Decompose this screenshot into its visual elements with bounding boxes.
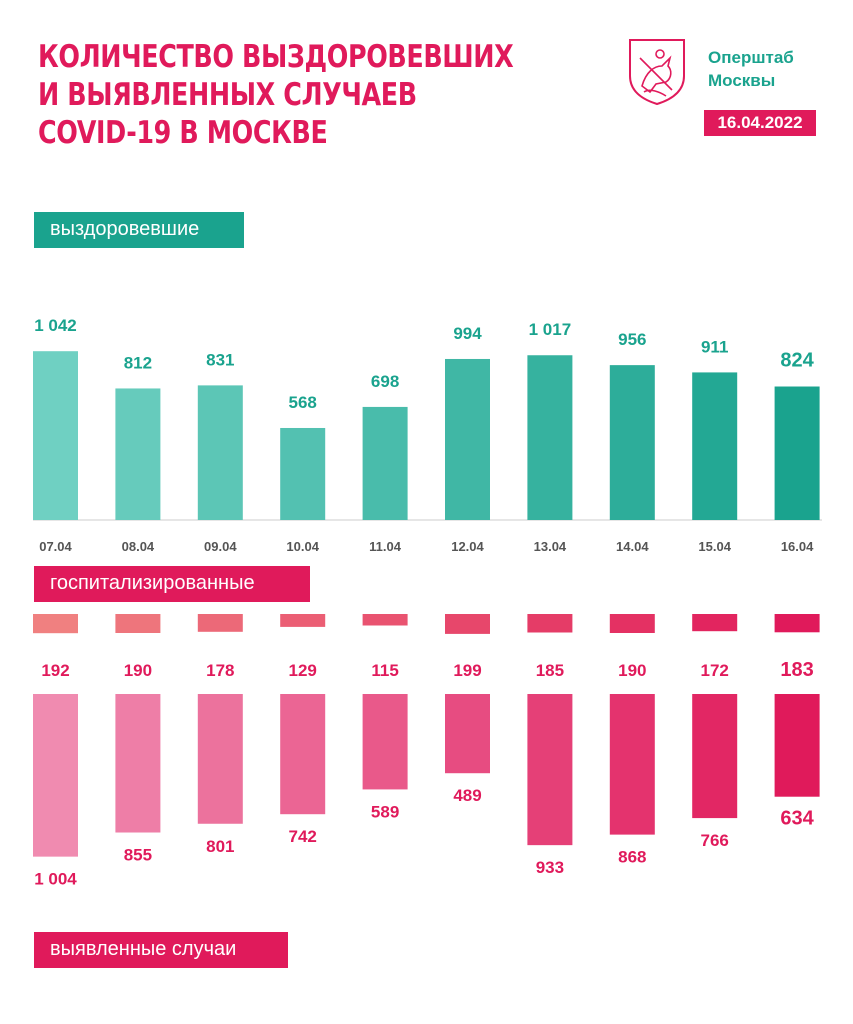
recovered-bar-11.04 — [362, 406, 408, 520]
recovered-value-09.04: 831 — [206, 350, 234, 369]
hospitalized-bar-09.04 — [197, 614, 243, 632]
cases-value-15.04: 766 — [701, 831, 729, 850]
brand-line-2: Москвы — [708, 71, 776, 90]
cases-bar-11.04 — [362, 694, 408, 790]
hospitalized-value-09.04: 178 — [206, 661, 234, 680]
cases-value-08.04: 855 — [124, 846, 152, 865]
recovered-value-14.04: 956 — [618, 330, 646, 349]
recovered-value-10.04: 568 — [289, 393, 317, 412]
recovered-bar-12.04 — [445, 358, 490, 520]
hospitalized-value-11.04: 115 — [371, 661, 398, 680]
hospitalized-bar-07.04 — [33, 614, 78, 634]
brand-line-1: Оперштаб — [708, 48, 794, 67]
hospitalized-value-07.04: 192 — [41, 661, 69, 680]
hospitalized-value-13.04: 185 — [536, 661, 564, 680]
recovered-bar-13.04 — [527, 355, 573, 520]
date-label-14.04: 14.04 — [616, 539, 649, 554]
hospitalized-bar-10.04 — [280, 614, 326, 627]
recovered-bar-09.04 — [197, 385, 243, 520]
title-line-1: Количество выздоровевших — [38, 39, 514, 75]
brand-name: Оперштаб Москвы — [708, 46, 794, 92]
recovered-label: выздоровевшие — [34, 212, 244, 248]
date-badge: 16.04.2022 — [704, 110, 816, 136]
cases-bar-16.04 — [774, 694, 820, 797]
cases-value-12.04: 489 — [453, 786, 481, 805]
cases-bar-15.04 — [692, 694, 738, 819]
cases-value-09.04: 801 — [206, 837, 234, 856]
recovered-value-07.04: 1 042 — [34, 316, 77, 335]
hospitalized-value-14.04: 190 — [618, 661, 646, 680]
date-label-12.04: 12.04 — [451, 539, 484, 554]
date-label-13.04: 13.04 — [534, 539, 567, 554]
recovered-value-08.04: 812 — [124, 353, 152, 372]
hospitalized-bar-15.04 — [692, 614, 738, 632]
cases-value-10.04: 742 — [289, 827, 317, 846]
date-label-09.04: 09.04 — [204, 539, 237, 554]
date-label-11.04: 11.04 — [369, 539, 402, 554]
cases-bar-07.04 — [33, 694, 78, 857]
hospitalized-value-16.04: 183 — [780, 659, 813, 681]
date-label-08.04: 08.04 — [122, 539, 155, 554]
hospitalized-label: госпитализированные — [34, 566, 310, 602]
cases-value-16.04: 634 — [780, 808, 814, 830]
cases-bar-10.04 — [280, 694, 326, 815]
title-line-2: и выявленных случаев — [38, 77, 417, 113]
recovered-value-16.04: 824 — [780, 350, 814, 372]
hospitalized-value-08.04: 190 — [124, 661, 152, 680]
hospitalized-bar-08.04 — [115, 614, 161, 633]
recovered-value-15.04: 911 — [701, 337, 728, 356]
recovered-bar-07.04 — [33, 351, 78, 520]
recovered-value-13.04: 1 017 — [529, 320, 572, 339]
recovered-bar-15.04 — [692, 372, 738, 520]
cases-bar-08.04 — [115, 694, 161, 833]
hospitalized-bar-13.04 — [527, 614, 573, 633]
cases-value-13.04: 933 — [536, 858, 564, 877]
recovered-bar-08.04 — [115, 388, 161, 520]
recovered-value-12.04: 994 — [453, 324, 482, 343]
hospitalized-bar-11.04 — [362, 614, 408, 626]
cases-bar-13.04 — [527, 694, 573, 846]
cases-bar-09.04 — [197, 694, 243, 824]
hospitalized-value-12.04: 199 — [453, 661, 481, 680]
moscow-coat-of-arms-icon — [629, 39, 685, 106]
cases-value-07.04: 1 004 — [34, 870, 77, 889]
date-label-15.04: 15.04 — [698, 539, 731, 554]
recovered-bar-16.04 — [774, 386, 820, 520]
recovered-bar-14.04 — [609, 365, 655, 520]
cases-value-14.04: 868 — [618, 848, 646, 867]
recovered-value-11.04: 698 — [371, 372, 399, 391]
cases-label: выявленные случаи — [34, 932, 288, 968]
cases-bar-12.04 — [445, 694, 490, 774]
page-title: Количество выздоровевших и выявленных сл… — [38, 38, 558, 152]
hospitalized-value-15.04: 172 — [701, 661, 729, 680]
hospitalized-value-10.04: 129 — [289, 661, 317, 680]
hospitalized-bar-14.04 — [609, 614, 655, 633]
title-line-3: COVID-19 в Москве — [38, 115, 328, 151]
cases-value-11.04: 589 — [371, 802, 399, 821]
date-label-10.04: 10.04 — [286, 539, 319, 554]
recovered-bar-10.04 — [280, 427, 326, 520]
date-label-16.04: 16.04 — [781, 539, 814, 554]
date-label-07.04: 07.04 — [39, 539, 72, 554]
cases-bar-14.04 — [609, 694, 655, 835]
hospitalized-bar-12.04 — [445, 614, 490, 634]
hospitalized-bar-16.04 — [774, 614, 820, 633]
